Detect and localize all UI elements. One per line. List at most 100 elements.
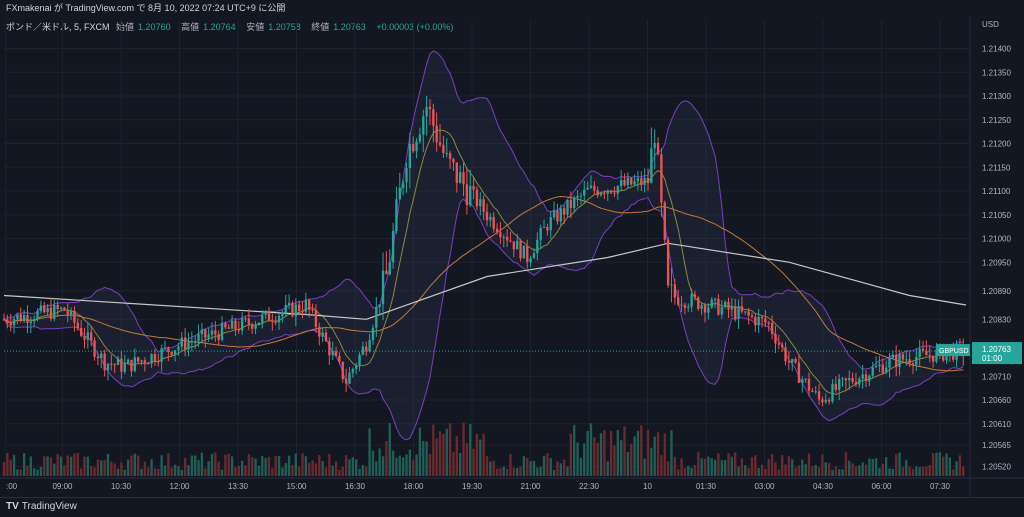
volume-bar [643, 458, 646, 476]
volume-bar [583, 443, 586, 476]
candle-body [86, 332, 90, 340]
candle-body [12, 319, 16, 326]
volume-bar [475, 433, 479, 476]
volume-bar [204, 468, 207, 476]
volume-bar [529, 461, 532, 476]
price-tick-label: 1.20710 [982, 372, 1011, 381]
candle-body [49, 307, 53, 319]
volume-bar [126, 459, 130, 476]
candle-body [428, 106, 432, 110]
volume-bar [801, 459, 804, 476]
volume-bar [559, 463, 562, 476]
candle-body [626, 177, 630, 186]
candle-body [9, 323, 12, 326]
candle-body [93, 340, 96, 357]
volume-bar [294, 453, 297, 476]
price-tick-label: 1.20520 [982, 463, 1011, 472]
candle-body [83, 335, 86, 340]
candle-body [677, 297, 680, 305]
volume-bar [677, 469, 680, 476]
candle-body [697, 297, 700, 309]
volume-bar [871, 459, 874, 476]
volume-bar [690, 467, 693, 476]
candle-body [868, 375, 871, 382]
tradingview-logo[interactable]: TV TradingView [6, 501, 77, 512]
candle-body [905, 359, 908, 361]
volume-bar [844, 452, 848, 476]
price-tag-bg [972, 342, 1022, 365]
candle-body [653, 143, 656, 149]
price-axis: USD 1.21400 1.21350 1.21300 1.21250 1.21200 1.… [4, 16, 1024, 497]
price-tick-label: 1.21400 [982, 45, 1011, 54]
volume-bar [408, 449, 412, 476]
volume-bar [569, 433, 573, 476]
volume-bar [318, 455, 321, 476]
candle-body [636, 178, 640, 182]
moving-averages [3, 129, 967, 396]
volume-bar [217, 461, 220, 476]
candle-body [227, 327, 230, 329]
candle-body [207, 334, 210, 338]
price-tick-label: 1.20950 [982, 258, 1011, 267]
volume-bar [650, 447, 653, 476]
volume-bar [546, 453, 549, 476]
candle-body [690, 294, 693, 307]
volume-bar [536, 467, 539, 476]
candle-body [43, 305, 46, 313]
volume-bar [297, 466, 301, 476]
candle-body [713, 298, 717, 300]
volume-bar [901, 467, 905, 476]
volume-bar [66, 455, 69, 476]
candle-body [817, 391, 821, 400]
volume-bar [552, 469, 556, 476]
volume-bar [740, 458, 744, 476]
currency-label: USD [982, 20, 999, 29]
candle-body [381, 270, 385, 305]
candle-body [599, 193, 603, 196]
volume-bar [858, 465, 861, 476]
candle-body [566, 200, 569, 215]
volume-bar [136, 455, 140, 476]
volume-bar [469, 424, 472, 476]
volume-bar [194, 455, 197, 476]
candle-body [911, 363, 915, 365]
volume-bar [133, 453, 136, 476]
candle-body [120, 358, 123, 372]
price-chart[interactable]: USD 1.21400 1.21350 1.21300 1.21250 1.21200 1.… [0, 16, 1024, 497]
candle-body [884, 367, 888, 374]
candle-body [257, 322, 261, 326]
symbol-tag-bg [937, 344, 970, 357]
candle-body [311, 309, 314, 311]
candle-body [73, 310, 76, 323]
volume-bar [267, 456, 271, 476]
volume-bar [516, 468, 519, 476]
candle-body [760, 316, 764, 319]
volume-bar [489, 461, 492, 476]
time-tick-label: 01:30 [696, 482, 717, 491]
candle-body [891, 354, 895, 359]
volume-bar [905, 459, 908, 476]
candle-body [167, 347, 170, 352]
volume-bar [19, 469, 22, 476]
candle-body [740, 306, 744, 312]
price-tick-label: 1.21100 [982, 187, 1011, 196]
candle-body [338, 355, 341, 362]
volume-bar [375, 461, 378, 476]
candle-body [650, 148, 653, 184]
ma-short-line [3, 129, 964, 396]
candle-body [432, 109, 435, 126]
candle-body [687, 306, 690, 308]
candle-body [318, 326, 321, 337]
volume-bar [46, 456, 49, 476]
candle-body [287, 302, 291, 305]
candle-body [747, 311, 750, 316]
volume-bar [207, 461, 210, 476]
candle-body [53, 304, 56, 319]
volume-bar [827, 463, 831, 476]
time-tick-label: 19:30 [462, 482, 483, 491]
volume-bar [804, 464, 807, 476]
symbol-title[interactable]: ポンド／米ドル, 5, FXCM [6, 22, 110, 32]
candle-body [160, 348, 163, 362]
volume-bar [784, 464, 787, 476]
candle-body [408, 143, 412, 169]
